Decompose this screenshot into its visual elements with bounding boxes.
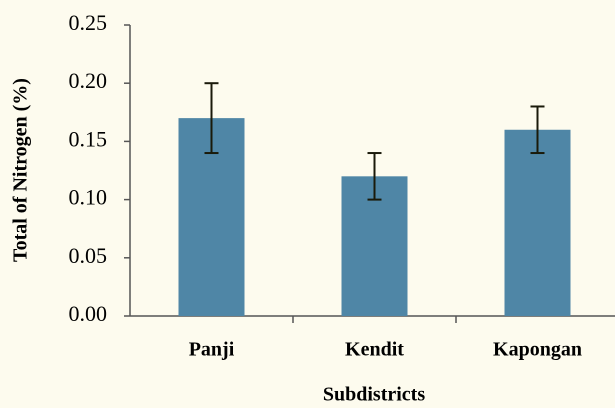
x-tick-label: Panji [189,339,235,361]
error-bar [204,82,219,155]
y-tick-label: 0.15 [69,126,108,151]
y-tick-label: 0.20 [69,68,108,93]
y-axis-label: Total of Nitrogen (%) [10,78,32,262]
y-tick-label: 0.05 [69,243,108,268]
y-tick-label: 0.25 [69,10,108,35]
bar [504,129,571,316]
y-tick-label: 0.10 [69,185,108,210]
error-bar [367,152,382,201]
error-bar [530,105,545,155]
x-axis-label: Subdistricts [323,384,425,406]
x-tick-label: Kendit [345,339,404,361]
y-tick-label: 0.00 [69,301,108,326]
x-tick-label: Kapongan [493,339,582,361]
